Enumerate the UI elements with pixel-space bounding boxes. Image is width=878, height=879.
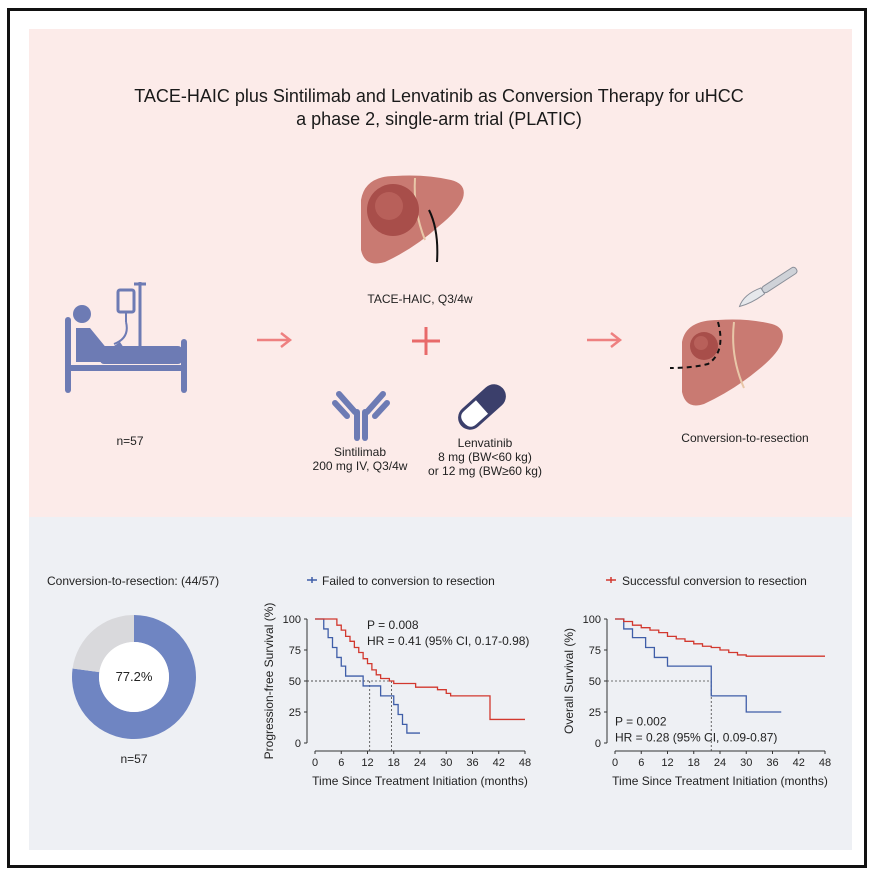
legend-success-label: Successful conversion to resection <box>622 574 807 588</box>
donut-slice <box>71 615 196 739</box>
y-tick-label: 0 <box>295 738 301 750</box>
sintilimab-dose: 200 mg IV, Q3/4w <box>312 459 408 473</box>
os-km-chart: 0 25 50 75 100 0 6 12 18 24 30 36 42 48 Time Since Tre… <box>562 614 831 788</box>
x-tick-label: 18 <box>688 757 700 769</box>
donut-slice <box>72 615 134 673</box>
x-tick-label: 6 <box>338 757 344 769</box>
patient-bed-icon <box>65 282 187 393</box>
hazard-ratio-annotation: HR = 0.28 (95% CI, 0.09-0.87) <box>615 731 777 745</box>
x-tick-label: 48 <box>519 757 531 769</box>
survival-curve <box>315 618 525 721</box>
pfs-km-chart: 0 25 50 75 100 0 6 12 18 24 30 36 42 48 Time Since Tre… <box>262 603 531 788</box>
arrow-right-icon <box>257 332 293 348</box>
conversion-to-resection-label: Conversion-to-resection <box>681 431 809 445</box>
x-tick-label: 0 <box>612 757 618 769</box>
y-tick-label: 75 <box>289 645 301 657</box>
x-tick-label: 36 <box>766 757 778 769</box>
survival-curve <box>615 618 825 657</box>
y-tick-label: 0 <box>595 738 601 750</box>
survival-curve <box>615 618 782 713</box>
patients-count-label: n=57 <box>116 434 144 448</box>
donut-title: Conversion-to-resection: (44/57) <box>47 574 220 588</box>
donut-center-label: 77.2% <box>115 669 153 684</box>
y-tick-label: 100 <box>583 614 601 626</box>
x-tick-label: 42 <box>493 757 505 769</box>
lenvatinib-dose-low: 8 mg (BW<60 kg) <box>438 450 532 464</box>
legend-failed-marker <box>307 577 317 583</box>
legend-success-marker <box>606 577 616 583</box>
x-tick-label: 48 <box>819 757 831 769</box>
legend-failed-label: Failed to conversion to resection <box>322 574 495 588</box>
conversion-donut-chart <box>71 615 196 739</box>
antibody-icon <box>332 391 390 441</box>
lenvatinib-name: Lenvatinib <box>457 436 513 450</box>
x-tick-label: 18 <box>388 757 400 769</box>
x-tick-label: 0 <box>312 757 318 769</box>
y-tick-label: 75 <box>589 645 601 657</box>
x-tick-label: 6 <box>638 757 644 769</box>
x-tick-label: 24 <box>414 757 426 769</box>
p-value-annotation: P = 0.008 <box>367 618 419 632</box>
resected-liver-icon <box>669 319 783 406</box>
y-tick-label: 50 <box>589 676 601 688</box>
lenvatinib-dose-high: or 12 mg (BW≥60 kg) <box>428 464 542 478</box>
donut-hole <box>99 642 169 712</box>
x-tick-label: 12 <box>661 757 673 769</box>
y-tick-label: 100 <box>283 614 301 626</box>
tace-haic-label: TACE-HAIC, Q3/4w <box>367 292 473 306</box>
x-tick-label: 30 <box>440 757 452 769</box>
y-tick-label: 25 <box>289 707 301 719</box>
title-line-1: TACE-HAIC plus Sintilimab and Lenvatinib… <box>134 86 744 106</box>
liver-tumor-icon <box>361 175 464 264</box>
title-line-2: a phase 2, single-arm trial (PLATIC) <box>296 109 582 129</box>
survival-curve <box>315 618 420 734</box>
y-axis-title: Progression-free Survival (%) <box>262 603 276 760</box>
hazard-ratio-annotation: HR = 0.41 (95% CI, 0.17-0.98) <box>367 634 529 648</box>
p-value-annotation: P = 0.002 <box>615 715 667 729</box>
plus-icon <box>412 327 440 355</box>
x-tick-label: 12 <box>361 757 373 769</box>
y-tick-label: 50 <box>289 676 301 688</box>
sintilimab-name: Sintilimab <box>333 445 387 459</box>
y-axis-title: Overall Survival (%) <box>562 628 576 734</box>
donut-n-label: n=57 <box>120 752 148 766</box>
x-axis-title: Time Since Treatment Initiation (months) <box>612 774 828 788</box>
x-tick-label: 30 <box>740 757 752 769</box>
y-tick-label: 25 <box>589 707 601 719</box>
scalpel-icon <box>738 266 798 308</box>
capsule-icon <box>458 384 506 430</box>
x-axis-title: Time Since Treatment Initiation (months) <box>312 774 528 788</box>
x-tick-label: 24 <box>714 757 726 769</box>
treatment-schema-panel <box>29 29 852 517</box>
x-tick-label: 36 <box>466 757 478 769</box>
arrow-right-icon <box>587 332 623 348</box>
x-tick-label: 42 <box>793 757 805 769</box>
